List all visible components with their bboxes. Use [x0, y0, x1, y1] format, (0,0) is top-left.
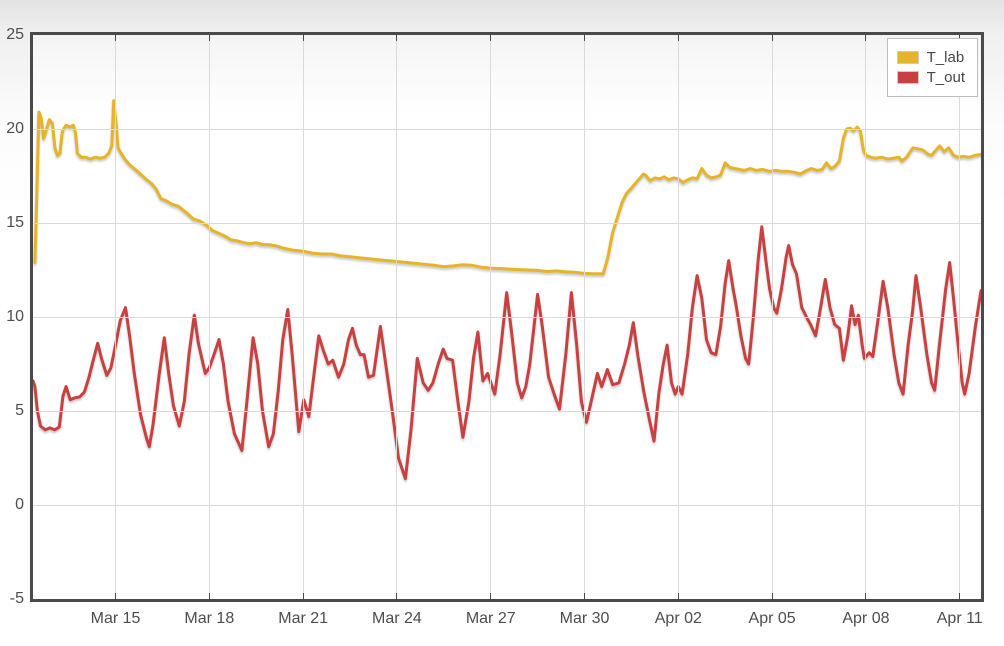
x-tick-mark	[584, 35, 586, 41]
x-tick-mark	[396, 35, 398, 41]
y-tick-label-1: 20	[6, 120, 24, 137]
line-series-layer	[33, 99, 981, 481]
x-tick-mark	[490, 593, 492, 599]
legend-item-T_lab: T_lab	[896, 49, 965, 66]
x-tick-mark	[208, 35, 210, 41]
plot-grid-region	[33, 35, 981, 599]
y-gridline	[33, 222, 981, 224]
x-tick-mark	[771, 593, 773, 599]
x-tick-mark	[677, 593, 679, 599]
x-tick-mark	[302, 593, 304, 599]
x-tick-mark	[865, 35, 867, 41]
y-tick-label-3: 10	[6, 308, 24, 325]
x-tick-label-8: Apr 08	[842, 610, 890, 627]
legend-label-T_out: T_out	[926, 69, 965, 86]
x-tick-mark	[584, 593, 586, 599]
x-tick-mark	[115, 35, 117, 41]
x-tick-label-7: Apr 05	[748, 610, 796, 627]
y-tick-label-5: 0	[15, 496, 24, 513]
x-tick-mark	[115, 593, 117, 599]
plot-area: T_lab T_out	[30, 32, 984, 602]
x-tick-mark	[865, 593, 867, 599]
series-line-T_out	[33, 225, 981, 481]
x-tick-mark	[771, 35, 773, 41]
x-tick-label-3: Mar 24	[372, 610, 422, 627]
x-tick-mark	[302, 35, 304, 41]
y-gridline	[33, 410, 981, 412]
y-tick-label-6: -5	[9, 590, 24, 607]
y-gridline	[33, 316, 981, 318]
x-tick-mark	[208, 593, 210, 599]
x-tick-label-1: Mar 18	[184, 610, 235, 627]
x-tick-label-5: Mar 30	[559, 610, 610, 627]
x-tick-label-0: Mar 15	[90, 610, 141, 627]
x-tick-label-6: Apr 02	[654, 610, 702, 627]
x-tick-mark	[396, 593, 398, 599]
x-tick-mark	[490, 35, 492, 41]
series-line-T_lab	[33, 99, 981, 276]
legend: T_lab T_out	[886, 38, 978, 97]
x-tick-label-2: Mar 21	[278, 610, 329, 627]
x-tick-label-4: Mar 27	[465, 610, 516, 627]
y-gridline	[33, 128, 981, 130]
y-gridline	[33, 504, 981, 506]
x-tick-mark	[677, 35, 679, 41]
legend-label-T_lab: T_lab	[926, 49, 965, 66]
legend-swatch-T_out	[896, 71, 919, 84]
legend-swatch-T_lab	[896, 51, 919, 64]
y-tick-label-4: 5	[15, 402, 24, 419]
legend-item-T_out: T_out	[896, 69, 965, 86]
x-tick-mark	[959, 593, 961, 599]
x-tick-label-9: Apr 11	[936, 610, 983, 627]
y-tick-label-2: 15	[6, 214, 24, 231]
y-tick-label-0: 25	[6, 26, 24, 43]
